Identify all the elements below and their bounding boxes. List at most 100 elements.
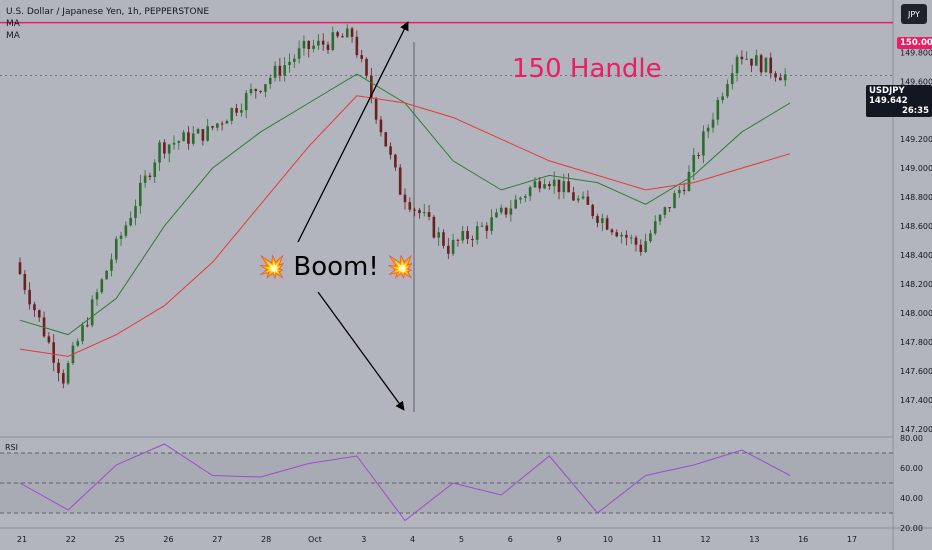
candle-body xyxy=(278,65,282,76)
candle-body xyxy=(475,226,479,240)
candle-body xyxy=(57,362,60,374)
explosion-icon-left: 💥 xyxy=(258,254,286,280)
rsi-tick-label: 20.00 xyxy=(900,524,923,533)
candle-body xyxy=(225,120,229,124)
price-tick-label: 149.800 xyxy=(900,48,932,57)
plot-background xyxy=(0,0,893,528)
candle-body xyxy=(716,99,720,120)
candle-body xyxy=(86,325,89,327)
candle-body xyxy=(244,93,248,111)
candle-body xyxy=(682,189,686,192)
candle-body xyxy=(302,40,306,49)
price-tick-label: 148.600 xyxy=(900,222,932,231)
candle-body xyxy=(240,110,243,113)
candle-body xyxy=(524,196,527,198)
candle-body xyxy=(172,142,176,145)
candle-body xyxy=(576,198,580,201)
candle-body xyxy=(735,56,739,74)
candle-body xyxy=(293,58,296,62)
candle-body xyxy=(461,231,465,241)
time-tick-label: 10 xyxy=(603,535,613,544)
candle-body xyxy=(480,225,484,227)
candle-body xyxy=(514,199,517,209)
candle-body xyxy=(432,216,436,238)
candle-body xyxy=(143,175,147,183)
candle-body xyxy=(114,238,118,260)
candle-body xyxy=(413,209,416,211)
price-tick-label: 147.600 xyxy=(900,367,932,376)
candle-body xyxy=(76,341,80,346)
candle-body xyxy=(466,231,469,240)
candle-body xyxy=(490,217,493,231)
candle-body xyxy=(447,245,450,254)
legend-ma-slow[interactable]: MA xyxy=(6,31,20,41)
candle-body xyxy=(639,244,643,253)
candle-body xyxy=(158,142,161,163)
rsi-tick-label: 40.00 xyxy=(900,494,923,503)
price-tick-label: 148.000 xyxy=(900,309,932,318)
candle-body xyxy=(196,129,200,134)
price-tick-label: 149.200 xyxy=(900,135,932,144)
candle-body xyxy=(249,89,253,94)
candle-body xyxy=(187,132,190,144)
candle-body xyxy=(273,65,277,78)
time-tick-label: 25 xyxy=(115,535,125,544)
rsi-tick-label: 80.00 xyxy=(900,434,923,443)
candle-body xyxy=(740,56,744,60)
candle-body xyxy=(124,225,128,236)
candle-body xyxy=(365,58,368,76)
candle-body xyxy=(360,55,363,59)
candle-body xyxy=(538,181,542,189)
legend-ma-fast[interactable]: MA xyxy=(6,19,20,29)
candle-body xyxy=(557,179,561,193)
candle-body xyxy=(418,209,421,214)
annotation-boom[interactable]: 💥 Boom! 💥 xyxy=(258,252,414,282)
candle-body xyxy=(471,239,474,241)
candle-body xyxy=(297,48,301,59)
time-tick-label: 13 xyxy=(749,535,759,544)
annotation-handle[interactable]: 150 Handle xyxy=(512,54,662,84)
candle-body xyxy=(110,259,113,271)
candle-body xyxy=(442,232,445,246)
time-tick-label: 21 xyxy=(17,535,27,544)
candle-body xyxy=(759,55,763,73)
candle-body xyxy=(673,193,676,209)
candle-body xyxy=(658,214,662,222)
price-tick-label: 148.800 xyxy=(900,193,932,202)
candle-body xyxy=(572,192,575,201)
currency-button[interactable]: JPY xyxy=(901,4,927,24)
candle-body xyxy=(331,32,335,50)
candle-body xyxy=(495,212,498,218)
candle-body xyxy=(721,96,724,100)
candle-body xyxy=(220,123,224,125)
time-tick-label: 28 xyxy=(261,535,271,544)
time-tick-label: 17 xyxy=(847,535,857,544)
candle-body xyxy=(711,119,715,128)
candle-body xyxy=(485,225,489,231)
rsi-tick-label: 60.00 xyxy=(900,464,923,473)
candle-body xyxy=(374,98,378,120)
candle-body xyxy=(211,126,214,128)
candle-body xyxy=(653,221,657,234)
candle-body xyxy=(355,36,359,56)
candle-body xyxy=(177,141,181,143)
candle-body xyxy=(264,84,267,92)
rsi-label: RSI xyxy=(5,443,18,452)
candle-body xyxy=(764,57,768,73)
candle-body xyxy=(726,84,729,97)
candle-body xyxy=(95,292,99,300)
rsi-line xyxy=(19,443,791,522)
time-tick-label: 5 xyxy=(459,535,464,544)
candle-body xyxy=(591,204,594,217)
candle-body xyxy=(163,142,166,154)
candle-body xyxy=(437,232,440,238)
price-tick-label: 149.000 xyxy=(900,164,932,173)
candle-body xyxy=(499,207,503,213)
candle-body xyxy=(586,196,590,205)
time-tick-label: 11 xyxy=(652,535,662,544)
legend-symbol[interactable]: U.S. Dollar / Japanese Yen, 1h, PEPPERST… xyxy=(6,7,210,17)
candle-body xyxy=(581,196,585,199)
candle-body xyxy=(317,40,320,46)
candle-body xyxy=(519,197,522,200)
